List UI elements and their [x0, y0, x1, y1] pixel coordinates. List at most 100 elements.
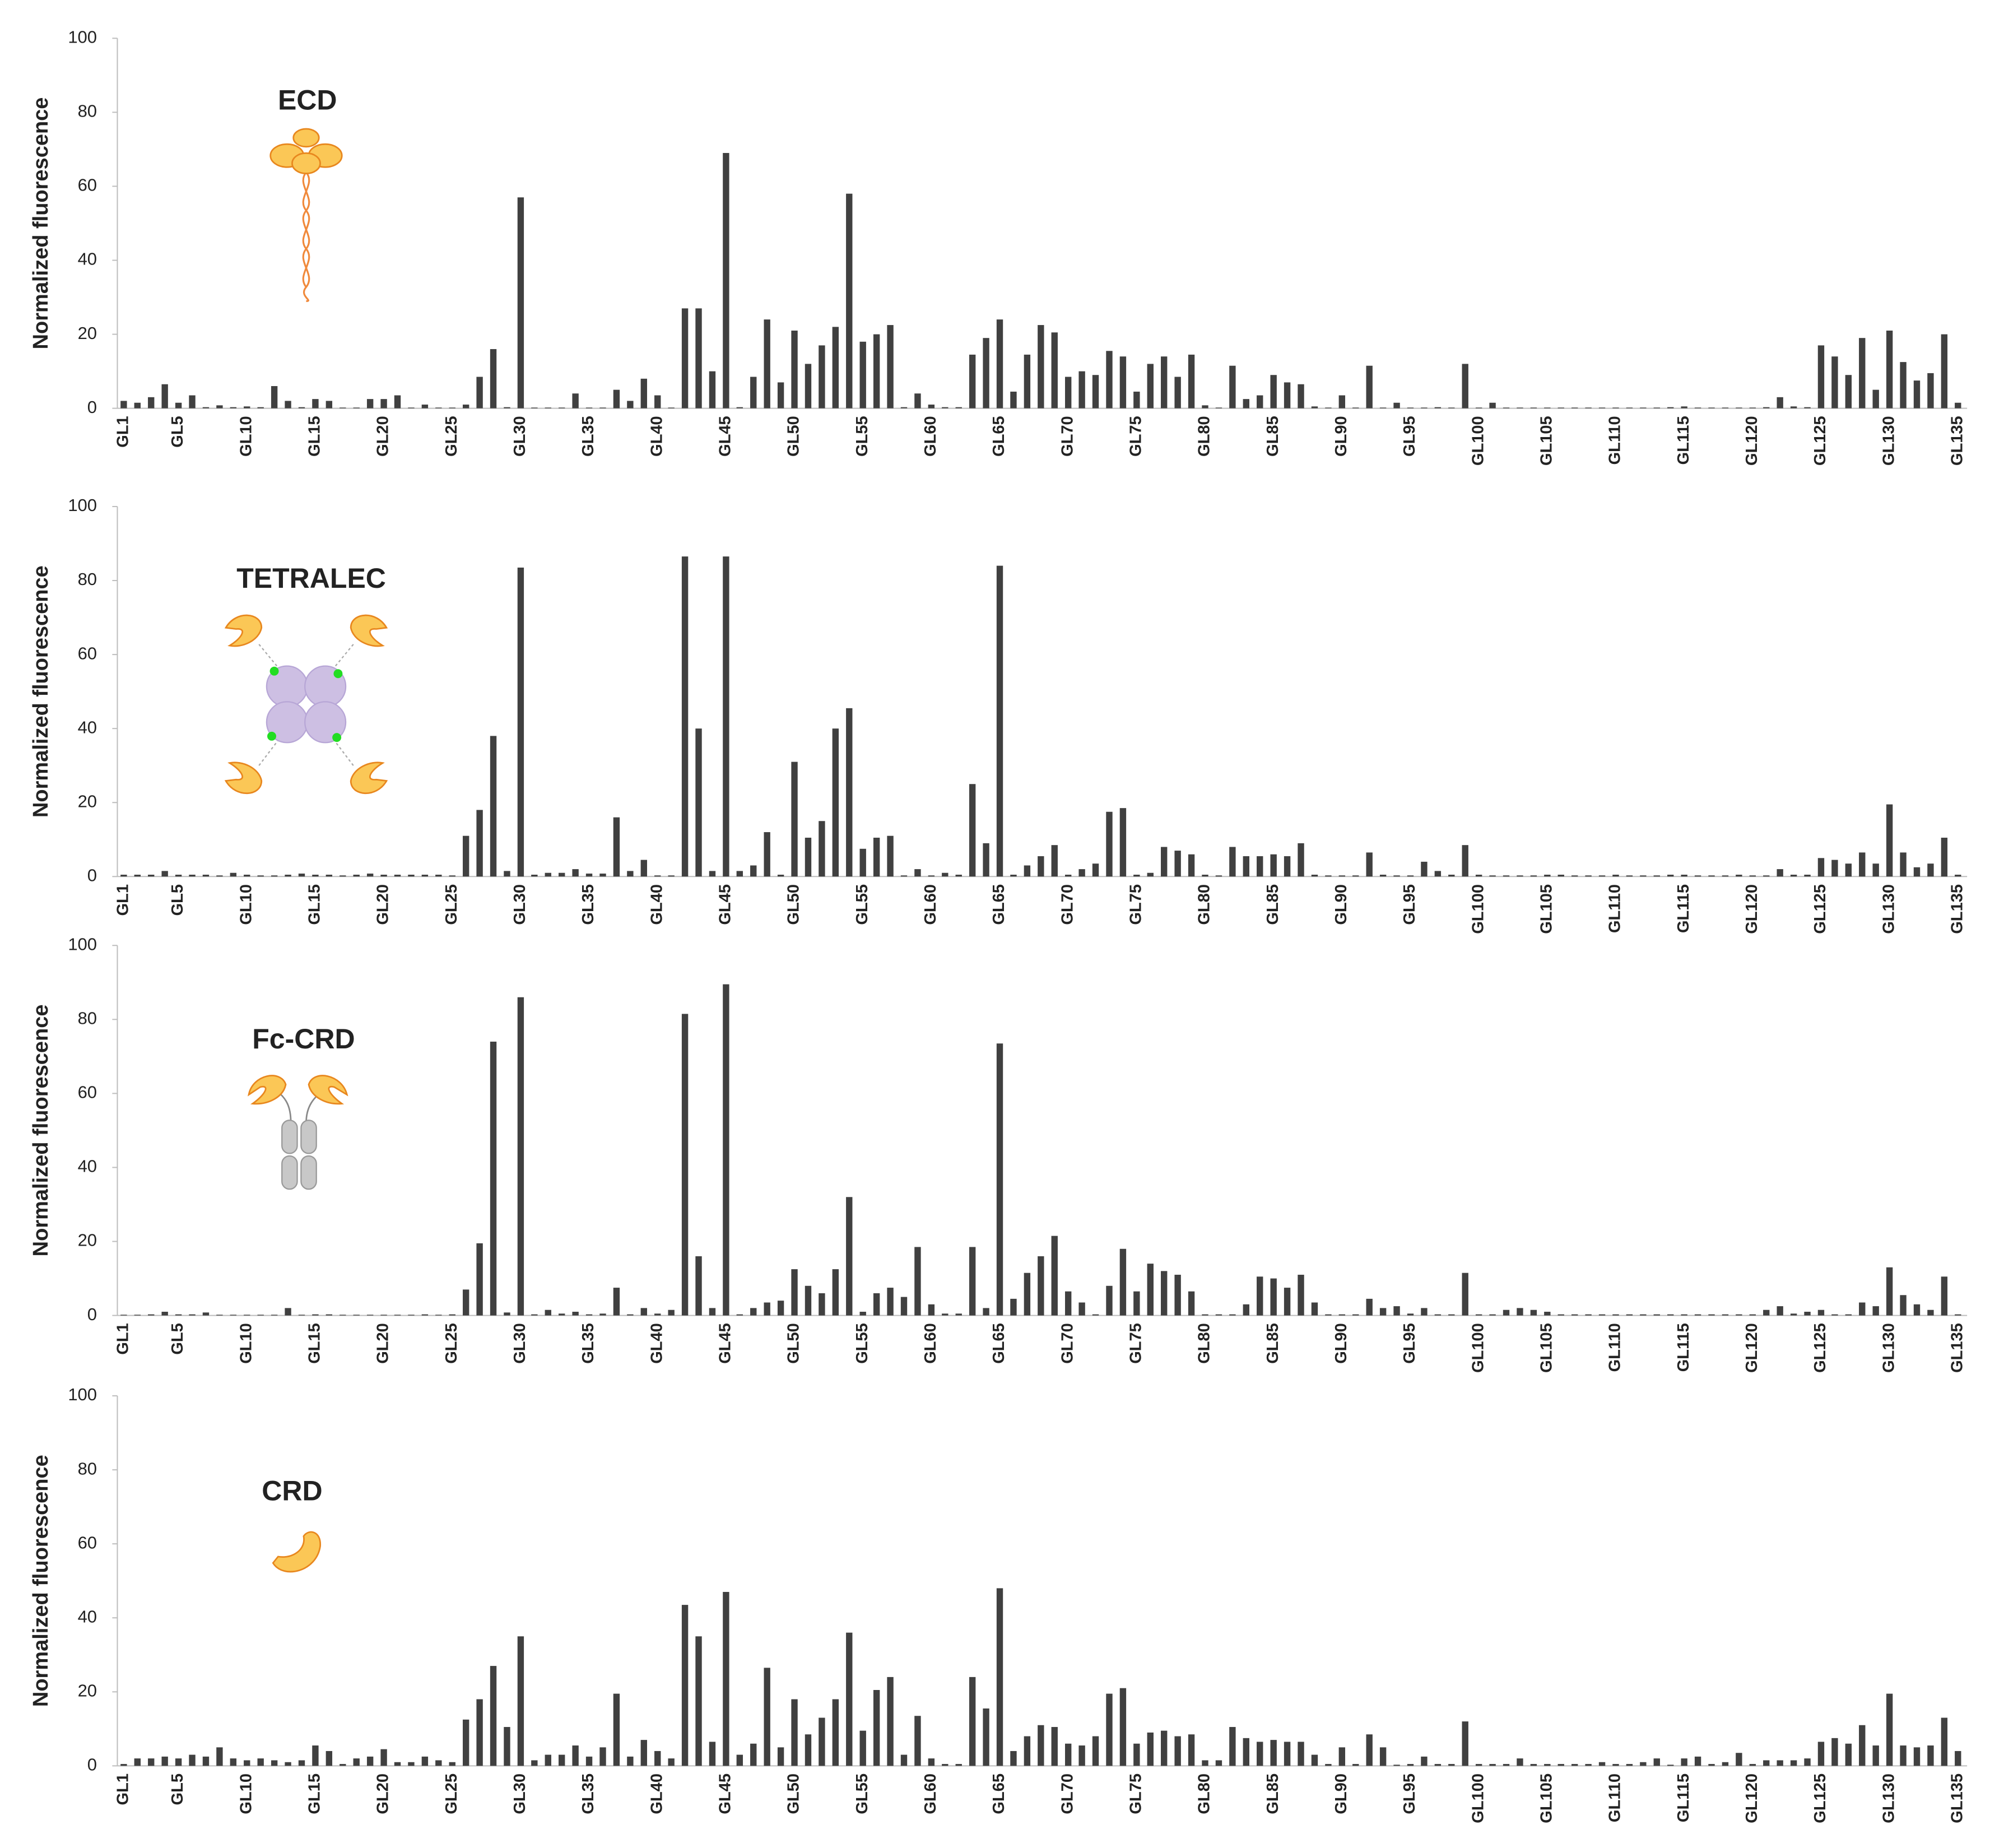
bar — [1626, 875, 1633, 877]
x-tick-label: GL120 — [1743, 1323, 1761, 1373]
bar — [750, 1308, 757, 1316]
bar — [1941, 1717, 1948, 1766]
bar — [1010, 1751, 1017, 1766]
bar — [709, 871, 716, 877]
x-tick-label: GL95 — [1401, 1773, 1419, 1814]
bar — [449, 407, 455, 408]
y-tick-label: 0 — [87, 865, 97, 885]
bar — [955, 1764, 962, 1766]
bar — [1393, 402, 1400, 408]
bar — [490, 736, 497, 877]
bar — [298, 1760, 305, 1766]
bar — [312, 1745, 319, 1766]
bar — [1872, 1745, 1879, 1766]
bar — [1215, 407, 1222, 408]
bar — [326, 1314, 333, 1316]
x-tick-label: GL85 — [1264, 884, 1282, 925]
x-tick-label: GL80 — [1196, 1323, 1213, 1364]
bar — [1804, 1311, 1811, 1316]
bar — [435, 874, 442, 877]
bar — [517, 197, 524, 408]
bar — [408, 1762, 415, 1766]
bar — [1557, 1314, 1564, 1316]
bar — [230, 1758, 237, 1766]
bar — [1448, 874, 1455, 877]
bar — [1064, 1291, 1072, 1316]
bar — [1202, 1314, 1208, 1316]
bar — [654, 1751, 661, 1766]
y-tick-label: 80 — [78, 101, 97, 121]
bar — [996, 319, 1003, 408]
x-tick-label: GL10 — [237, 1323, 255, 1364]
bar — [1517, 1758, 1523, 1766]
x-tick-label: GL110 — [1606, 884, 1624, 933]
x-tick-label: GL135 — [1948, 416, 1966, 466]
bar — [1311, 1302, 1318, 1316]
bar — [750, 377, 757, 408]
bar — [1379, 1747, 1387, 1766]
x-tick-label: GL85 — [1264, 416, 1282, 457]
bar — [1243, 1738, 1250, 1766]
x-tick-label: GL60 — [922, 1323, 940, 1364]
y-tick-label: 40 — [78, 1157, 97, 1176]
bar — [408, 874, 415, 877]
bar — [613, 1693, 620, 1766]
bar — [1653, 407, 1660, 408]
x-tick-label: GL20 — [374, 884, 392, 925]
bar — [1407, 875, 1414, 877]
bar — [846, 1632, 853, 1766]
x-tick-label: GL15 — [306, 1773, 324, 1814]
bar — [216, 1747, 223, 1766]
bar — [654, 1313, 661, 1316]
bar — [504, 407, 510, 408]
bar — [1598, 407, 1606, 408]
x-tick-label: GL5 — [169, 416, 187, 447]
x-tick-label: GL35 — [579, 1773, 597, 1814]
bar — [887, 1288, 894, 1316]
x-tick-label: GL1 — [114, 1773, 132, 1805]
bar — [585, 874, 593, 877]
bar — [1078, 869, 1085, 877]
bar — [531, 407, 538, 408]
x-tick-label: GL20 — [374, 416, 392, 457]
bar — [942, 1764, 948, 1766]
bar — [148, 1758, 155, 1766]
bar — [504, 1312, 510, 1316]
bar — [244, 1760, 250, 1766]
bar — [887, 835, 894, 877]
bar — [1352, 1314, 1359, 1316]
bar — [1886, 804, 1893, 877]
bar — [1694, 1756, 1701, 1766]
x-tick-label: GL70 — [1058, 884, 1076, 925]
x-tick-label: GL75 — [1127, 1323, 1145, 1364]
y-tick-label: 60 — [78, 175, 97, 195]
bar — [1927, 373, 1934, 408]
bar — [627, 1314, 634, 1316]
bar — [421, 874, 429, 877]
bar — [1955, 874, 1961, 877]
bar — [1325, 1314, 1332, 1316]
bar — [326, 1751, 333, 1766]
bar — [476, 810, 483, 877]
y-tick-label: 40 — [78, 717, 97, 737]
bar — [1133, 391, 1140, 408]
bar — [326, 874, 333, 877]
bar — [1517, 875, 1523, 877]
bar — [1379, 874, 1387, 877]
bar — [1257, 856, 1263, 877]
bar — [1736, 1753, 1742, 1766]
bar — [476, 377, 483, 408]
y-tick-label: 0 — [87, 397, 97, 417]
bar — [1763, 1310, 1770, 1316]
x-tick-label: GL95 — [1401, 416, 1419, 457]
bar — [1817, 1742, 1825, 1766]
bar — [189, 395, 196, 408]
bar — [449, 875, 455, 877]
bar — [1886, 1693, 1893, 1766]
bar — [1585, 407, 1592, 408]
bar — [1544, 1311, 1551, 1316]
bar — [1434, 871, 1442, 877]
bar — [134, 874, 141, 877]
bar — [1393, 875, 1400, 877]
bar — [585, 1314, 593, 1316]
